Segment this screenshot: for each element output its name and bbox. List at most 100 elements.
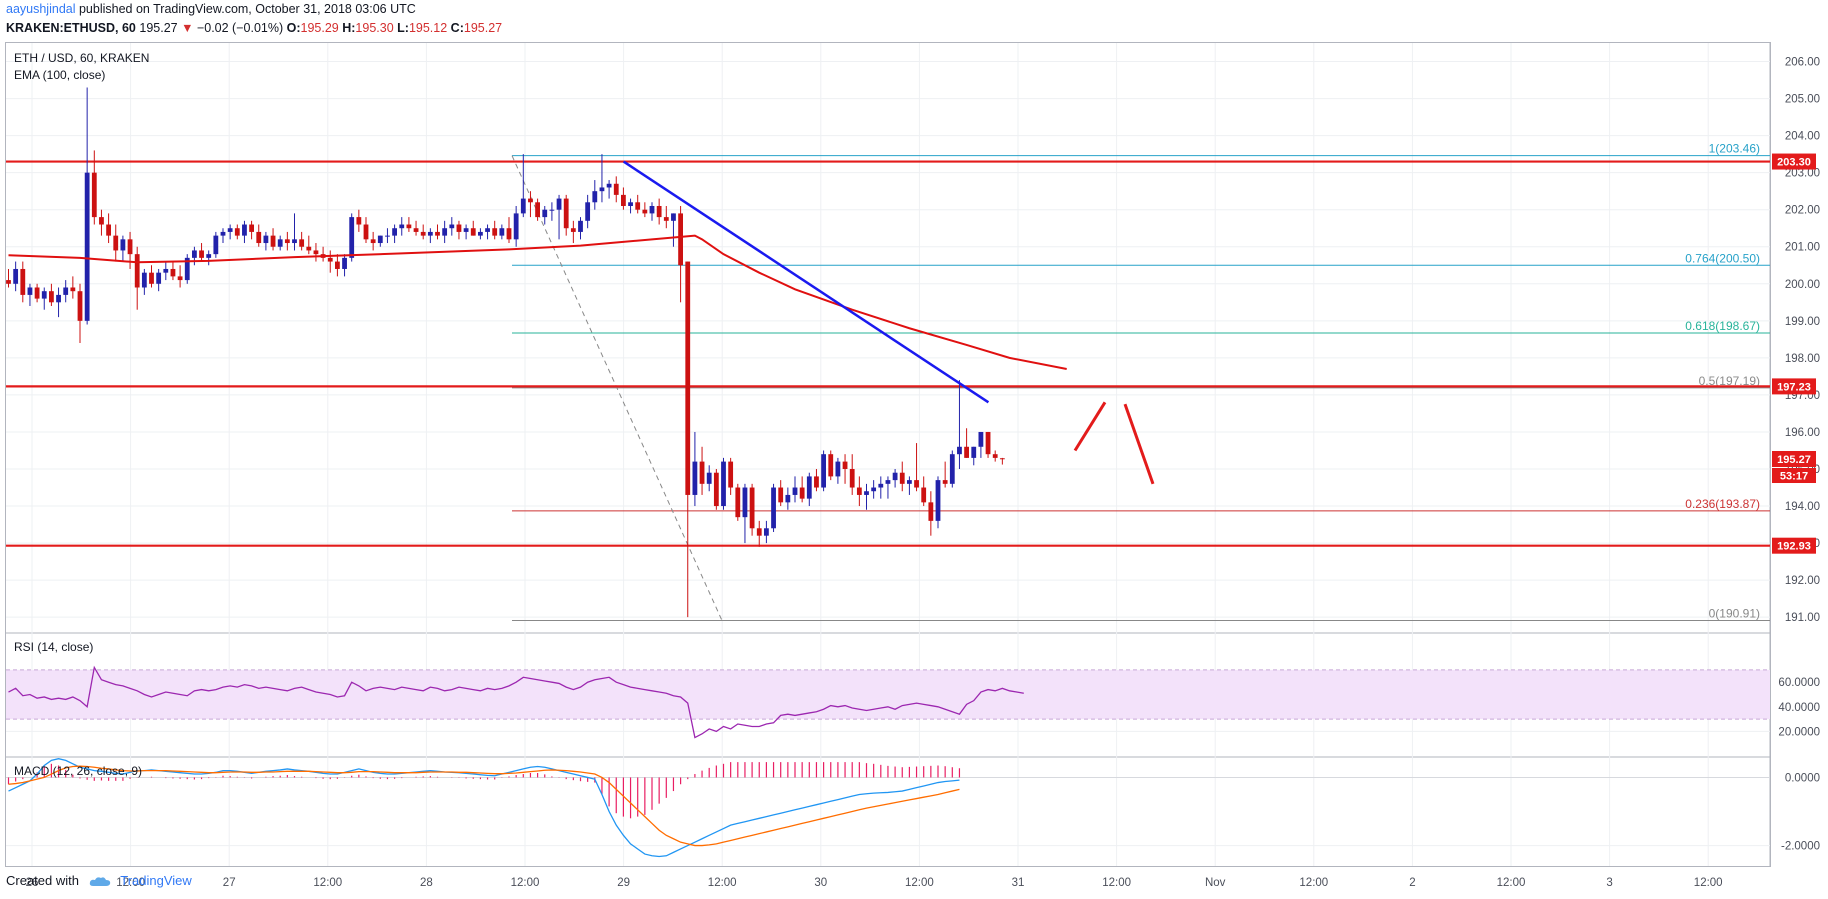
down-triangle-icon: ▼ xyxy=(181,21,194,35)
x-tick-label: 12:00 xyxy=(511,877,540,889)
candle-up xyxy=(513,213,519,240)
candle-up xyxy=(792,487,798,495)
candle-down xyxy=(435,231,440,236)
candle-up xyxy=(478,231,483,236)
candle-down xyxy=(921,487,927,503)
candle-down xyxy=(363,224,369,240)
candle-up xyxy=(785,494,791,503)
trendline xyxy=(622,160,990,404)
candle-down xyxy=(663,217,669,221)
candle-down xyxy=(313,250,319,255)
x-tick-label: 12:00 xyxy=(1694,877,1723,889)
candle-down xyxy=(699,461,705,484)
candles xyxy=(6,87,1005,618)
rsi-line xyxy=(8,665,1024,739)
tradingview-link[interactable]: TradingView xyxy=(120,873,192,888)
author-link[interactable]: aayushjindal xyxy=(6,2,76,16)
candle-down xyxy=(177,276,183,281)
x-tick-label: 12:00 xyxy=(1102,877,1131,889)
candle-up xyxy=(907,480,912,484)
y-tick-label: 201.00 xyxy=(1785,242,1820,254)
candle-down xyxy=(570,228,576,232)
candle-down xyxy=(249,224,254,232)
fib-level-label: 0.618(198.67) xyxy=(1685,319,1760,333)
candle-up xyxy=(392,228,397,236)
x-tick-label: 30 xyxy=(814,877,827,889)
candle-down xyxy=(106,224,111,236)
candle-up xyxy=(599,187,605,192)
candle-down xyxy=(99,217,104,225)
candle-up xyxy=(463,228,469,232)
x-tick-label: 31 xyxy=(1012,877,1025,889)
candle-up xyxy=(592,191,598,203)
rsi-band xyxy=(6,669,1770,720)
publish-info: aayushjindal published on TradingView.co… xyxy=(6,2,416,17)
y-tick-label: 199.00 xyxy=(1785,316,1820,328)
candle-up xyxy=(671,213,676,221)
candle-down xyxy=(335,261,340,269)
close-label: C: xyxy=(450,21,464,35)
y-tick-label: 194.00 xyxy=(1785,501,1820,513)
candle-down xyxy=(413,228,419,232)
candle-down xyxy=(77,291,83,321)
ema-line xyxy=(8,234,1067,370)
low-label: L: xyxy=(397,21,409,35)
x-tick-label: 12:00 xyxy=(116,877,145,889)
candle-down xyxy=(6,280,11,284)
macd-tick-label: -2.0000 xyxy=(1781,841,1820,853)
candle-down xyxy=(284,239,290,244)
candle-up xyxy=(542,209,548,218)
candle-down xyxy=(992,454,998,458)
candle-up xyxy=(13,268,19,284)
y-tick-label: 191.00 xyxy=(1785,612,1820,624)
candle-down xyxy=(256,231,262,244)
macd-line xyxy=(8,758,960,858)
candle-down xyxy=(756,528,762,536)
y-tick-label: 206.00 xyxy=(1785,57,1820,69)
high-label: H: xyxy=(342,21,356,35)
candle-up xyxy=(692,461,698,495)
candle-down xyxy=(535,202,540,218)
candle-down xyxy=(91,172,97,218)
ema-legend: EMA (100, close) xyxy=(14,68,106,82)
candle-down xyxy=(134,254,140,288)
candle-up xyxy=(556,198,562,210)
quote-line: KRAKEN:ETHUSD, 60 195.27 ▼ −0.02 (−0.01%… xyxy=(6,21,502,36)
candle-up xyxy=(864,491,869,495)
candle-up xyxy=(606,183,612,188)
candle-down xyxy=(613,183,619,195)
candle-up xyxy=(27,287,33,295)
candle-down xyxy=(828,454,834,477)
candle-up xyxy=(549,209,555,211)
current-price-text: 195.27 xyxy=(1777,454,1811,466)
candle-up xyxy=(578,220,583,232)
y-tick-label: 203.00 xyxy=(1785,168,1820,180)
x-tick-label: 12:00 xyxy=(1299,877,1328,889)
candle-up xyxy=(220,231,226,236)
candle-up xyxy=(163,268,169,273)
x-tick-label: 3 xyxy=(1606,877,1612,889)
high-value: 195.30 xyxy=(355,21,394,35)
price-tags: 203.30 197.23 192.93 195.27 53:17 xyxy=(1772,153,1816,554)
candle-up xyxy=(292,239,297,244)
up-arrow xyxy=(1073,401,1107,452)
candle-up xyxy=(742,487,748,518)
fib-level-label: 0(190.91) xyxy=(1709,607,1760,621)
rsi-tick-label: 60.0000 xyxy=(1778,677,1820,689)
created-with-label: Created with xyxy=(6,873,79,888)
macd-legend: MACD (12, 26, close, 9) xyxy=(14,764,143,778)
candle-down xyxy=(749,487,755,529)
candle-up xyxy=(56,294,61,303)
candle-down xyxy=(799,487,805,499)
x-tick-label: 12:00 xyxy=(1497,877,1526,889)
candle-up xyxy=(141,272,147,288)
candle-down xyxy=(34,287,40,299)
rsi-line xyxy=(8,665,1024,739)
fib-level-label: 1(203.46) xyxy=(1709,142,1760,156)
x-tick-label: 29 xyxy=(617,877,630,889)
candle-down xyxy=(999,458,1005,460)
candle-down xyxy=(685,261,691,495)
candle-up xyxy=(835,461,841,477)
descending-trendline xyxy=(622,160,990,404)
